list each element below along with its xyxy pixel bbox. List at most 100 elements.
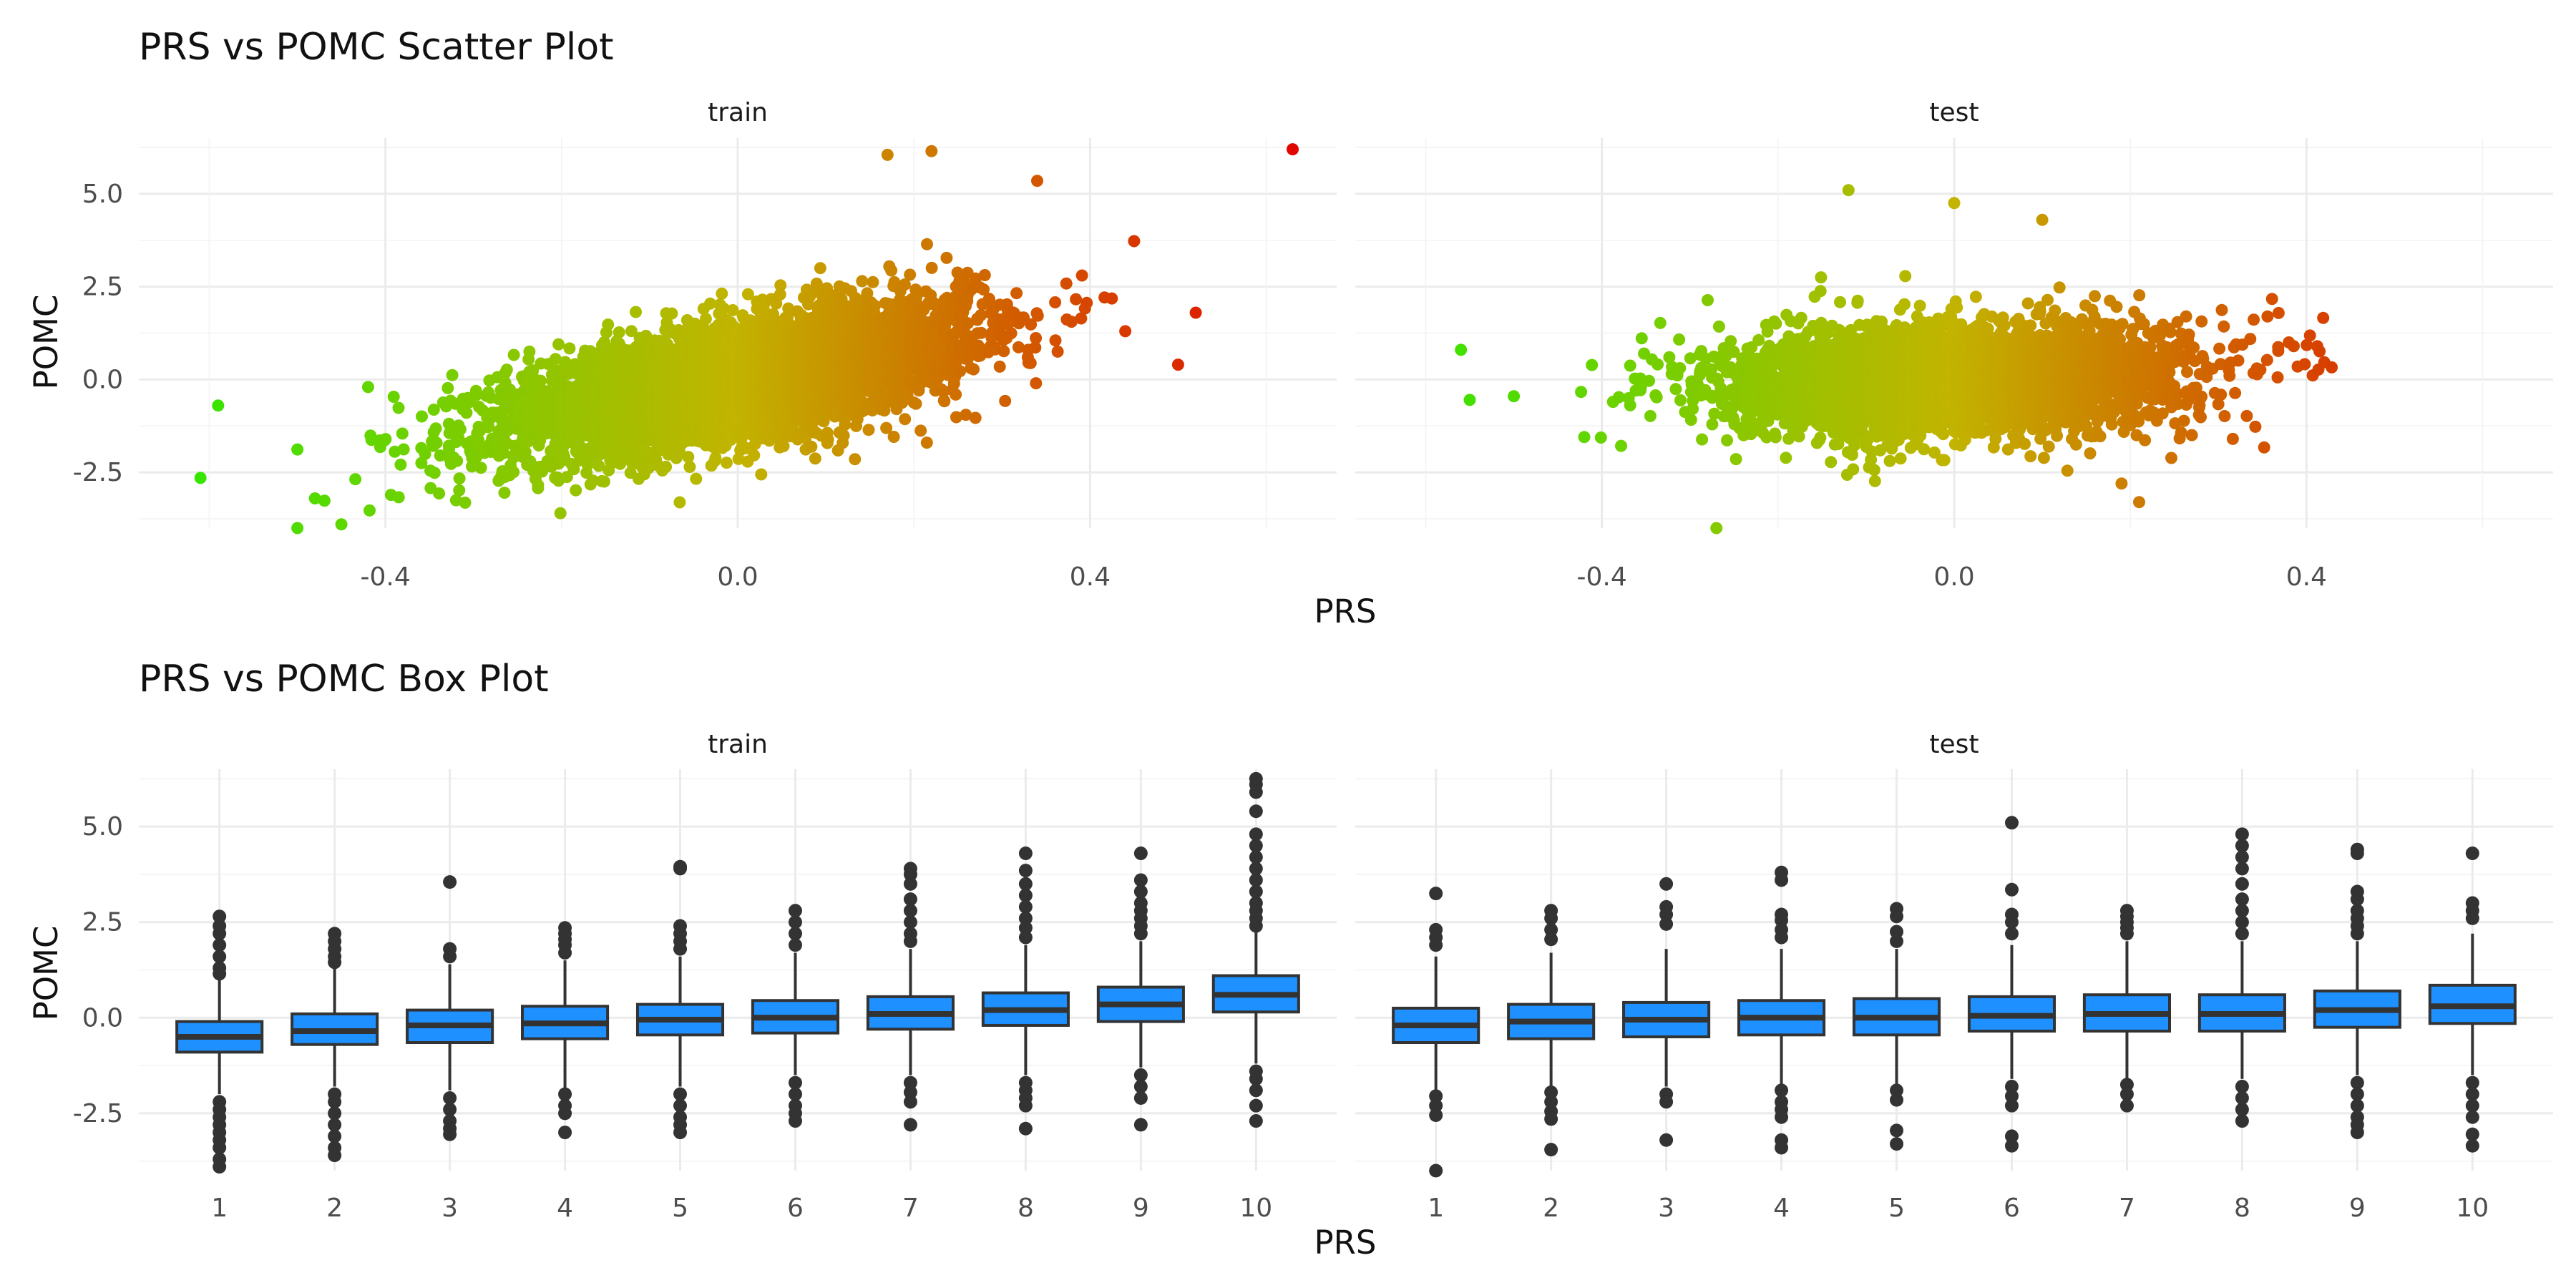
scatter-point bbox=[429, 422, 442, 435]
scatter-point bbox=[837, 429, 850, 442]
scatter-point bbox=[507, 348, 520, 361]
scatter-point bbox=[498, 487, 511, 499]
scatter-point bbox=[318, 494, 331, 507]
scatter-point bbox=[459, 497, 472, 509]
scatter-y-tick-label: 5.0 bbox=[82, 180, 123, 209]
scatter-point bbox=[849, 453, 862, 466]
scatter-point bbox=[453, 472, 466, 485]
scatter-point bbox=[821, 433, 834, 446]
scatter-point bbox=[587, 474, 600, 487]
scatter-point bbox=[630, 306, 642, 318]
scatter-point bbox=[434, 449, 447, 462]
scatter-point bbox=[570, 484, 582, 497]
scatter-point bbox=[392, 401, 405, 414]
scatter-panel-train: -0.4 0.0 0.4 -2.5 0.0 2.5 5.0 bbox=[73, 138, 1337, 592]
scatter-point bbox=[532, 479, 545, 492]
scatter-point bbox=[519, 446, 532, 459]
scatter-point bbox=[427, 404, 440, 416]
scatter-point bbox=[474, 462, 487, 474]
scatter-point bbox=[899, 413, 912, 426]
scatter-point bbox=[523, 345, 536, 358]
scatter-x-tick-label: -0.4 bbox=[361, 562, 411, 592]
scatter-point bbox=[527, 364, 540, 377]
scatter-point bbox=[349, 473, 362, 486]
scatter-point bbox=[387, 391, 400, 403]
scatter-point bbox=[967, 363, 980, 376]
scatter-point bbox=[291, 443, 304, 456]
scatter-point bbox=[925, 145, 938, 157]
scatter-point bbox=[950, 388, 962, 401]
scatter-point bbox=[335, 518, 348, 531]
scatter-point bbox=[755, 468, 768, 481]
scatter-point bbox=[809, 452, 821, 465]
scatter-point bbox=[308, 492, 321, 504]
scatter-point bbox=[777, 439, 790, 452]
scatter-point bbox=[581, 459, 594, 471]
scatter-point bbox=[673, 496, 686, 509]
scatter-panel-train-label: train bbox=[708, 98, 768, 127]
scatter-point bbox=[925, 261, 938, 274]
scatter-point bbox=[507, 466, 520, 479]
scatter-point bbox=[194, 472, 207, 484]
scatter-point bbox=[453, 484, 466, 497]
scatter-point bbox=[975, 326, 987, 339]
scatter-point bbox=[557, 440, 570, 453]
scatter-point bbox=[433, 487, 446, 500]
scatter-point bbox=[419, 448, 431, 460]
scatter-point bbox=[212, 399, 225, 412]
scatter-point bbox=[454, 423, 467, 436]
scatter-point bbox=[856, 275, 869, 288]
scatter-point bbox=[428, 467, 441, 479]
scatter-point bbox=[699, 313, 712, 326]
scatter-point bbox=[938, 395, 951, 408]
scatter-point bbox=[361, 381, 374, 394]
scatter-point bbox=[716, 287, 728, 300]
scatter-point bbox=[904, 268, 917, 281]
scatter-point bbox=[430, 436, 443, 449]
scatter-point bbox=[660, 460, 673, 473]
scatter-point bbox=[921, 238, 933, 250]
scatter-point bbox=[999, 394, 1012, 407]
scatter-plot-title: PRS vs POMC Scatter Plot bbox=[139, 26, 614, 69]
scatter-point bbox=[592, 459, 605, 472]
scatter-panel-test-label: test bbox=[1929, 98, 1979, 127]
scatter-point bbox=[978, 269, 991, 281]
scatter-x-tick-label: 0.4 bbox=[1070, 562, 1111, 592]
scatter-point bbox=[554, 507, 567, 519]
scatter-point bbox=[394, 458, 407, 471]
scatter-x-tick-label: 0.0 bbox=[717, 562, 758, 592]
scatter-point bbox=[567, 463, 580, 476]
scatter-point bbox=[869, 299, 882, 312]
scatter-point bbox=[535, 374, 547, 387]
scatter-point bbox=[887, 431, 900, 443]
scatter-point bbox=[997, 345, 1010, 358]
scatter-y-tick-label: 2.5 bbox=[82, 273, 123, 302]
scatter-point bbox=[885, 264, 898, 277]
scatter-point bbox=[914, 424, 927, 437]
scatter-y-tick-label: -2.5 bbox=[73, 458, 123, 487]
scatter-point bbox=[720, 457, 733, 469]
scatter-point bbox=[993, 360, 1006, 373]
scatter-plot-section: PRS vs POMC Scatter Plot train test -0.4… bbox=[27, 26, 2553, 630]
scatter-point bbox=[909, 397, 922, 410]
scatter-point bbox=[867, 275, 879, 288]
scatter-point bbox=[969, 411, 982, 424]
scatter-y-tick-label: 0.0 bbox=[82, 365, 123, 394]
scatter-point bbox=[954, 365, 967, 378]
scatter-point bbox=[396, 427, 409, 440]
scatter-point bbox=[602, 464, 615, 477]
scatter-point bbox=[364, 504, 376, 517]
scatter-point bbox=[881, 148, 894, 161]
scatter-point bbox=[805, 440, 818, 453]
scatter-point bbox=[940, 251, 953, 264]
scatter-points-group bbox=[194, 143, 1299, 535]
scatter-point bbox=[291, 522, 304, 535]
scatter-point bbox=[709, 452, 722, 464]
scatter-point bbox=[536, 465, 549, 478]
scatter-point bbox=[446, 369, 459, 381]
scatter-point bbox=[397, 443, 410, 456]
scatter-point bbox=[774, 279, 787, 292]
scatter-point bbox=[563, 342, 576, 355]
scatter-point bbox=[552, 338, 565, 351]
scatter-point bbox=[500, 364, 513, 376]
